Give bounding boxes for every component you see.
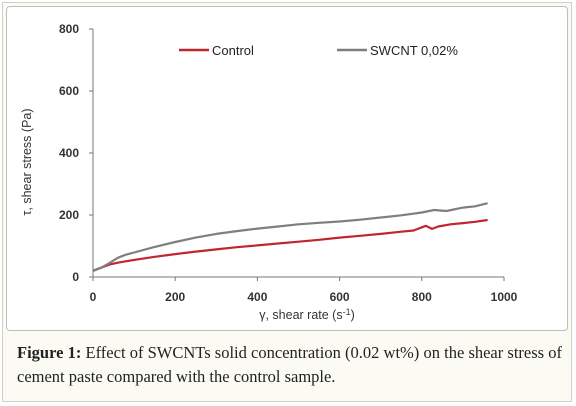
x-axis-title: γ, shear rate (s-1)	[259, 307, 355, 322]
x-tick-label: 1000	[491, 290, 518, 304]
figure-caption: Figure 1: Effect of SWCNTs solid concent…	[17, 341, 562, 389]
y-tick-label: 600	[59, 84, 79, 98]
legend: Control SWCNT 0,02%	[179, 43, 458, 58]
x-tick-label: 0	[90, 290, 97, 304]
series-line-swcnt	[92, 202, 488, 272]
x-tick-label: 400	[247, 290, 267, 304]
axes: 0 200 400 600 800 0 200 400 600 800 1000	[59, 22, 518, 304]
chart-panel: 0 200 400 600 800 0 200 400 600 800 1000 Control SW…	[6, 6, 568, 331]
caption-text: Effect of SWCNTs solid concentration (0.…	[17, 343, 562, 386]
legend-label: SWCNT 0,02%	[370, 43, 458, 58]
figure-container: 0 200 400 600 800 0 200 400 600 800 1000 Control SW…	[2, 2, 572, 402]
x-tick-label: 800	[412, 290, 432, 304]
y-tick-label: 800	[59, 22, 79, 36]
y-tick-label: 400	[59, 146, 79, 160]
series-layer	[92, 202, 488, 272]
x-tick-label: 200	[165, 290, 185, 304]
caption-label: Figure 1:	[17, 343, 82, 362]
series-line-control	[92, 218, 488, 272]
shear-stress-chart: 0 200 400 600 800 0 200 400 600 800 1000 Control SW…	[20, 22, 518, 322]
y-tick-label: 0	[72, 270, 79, 284]
y-tick-label: 200	[59, 208, 79, 222]
y-axis-title: τ, shear stress (Pa)	[20, 108, 34, 215]
x-tick-label: 600	[330, 290, 350, 304]
legend-label: Control	[212, 43, 254, 58]
